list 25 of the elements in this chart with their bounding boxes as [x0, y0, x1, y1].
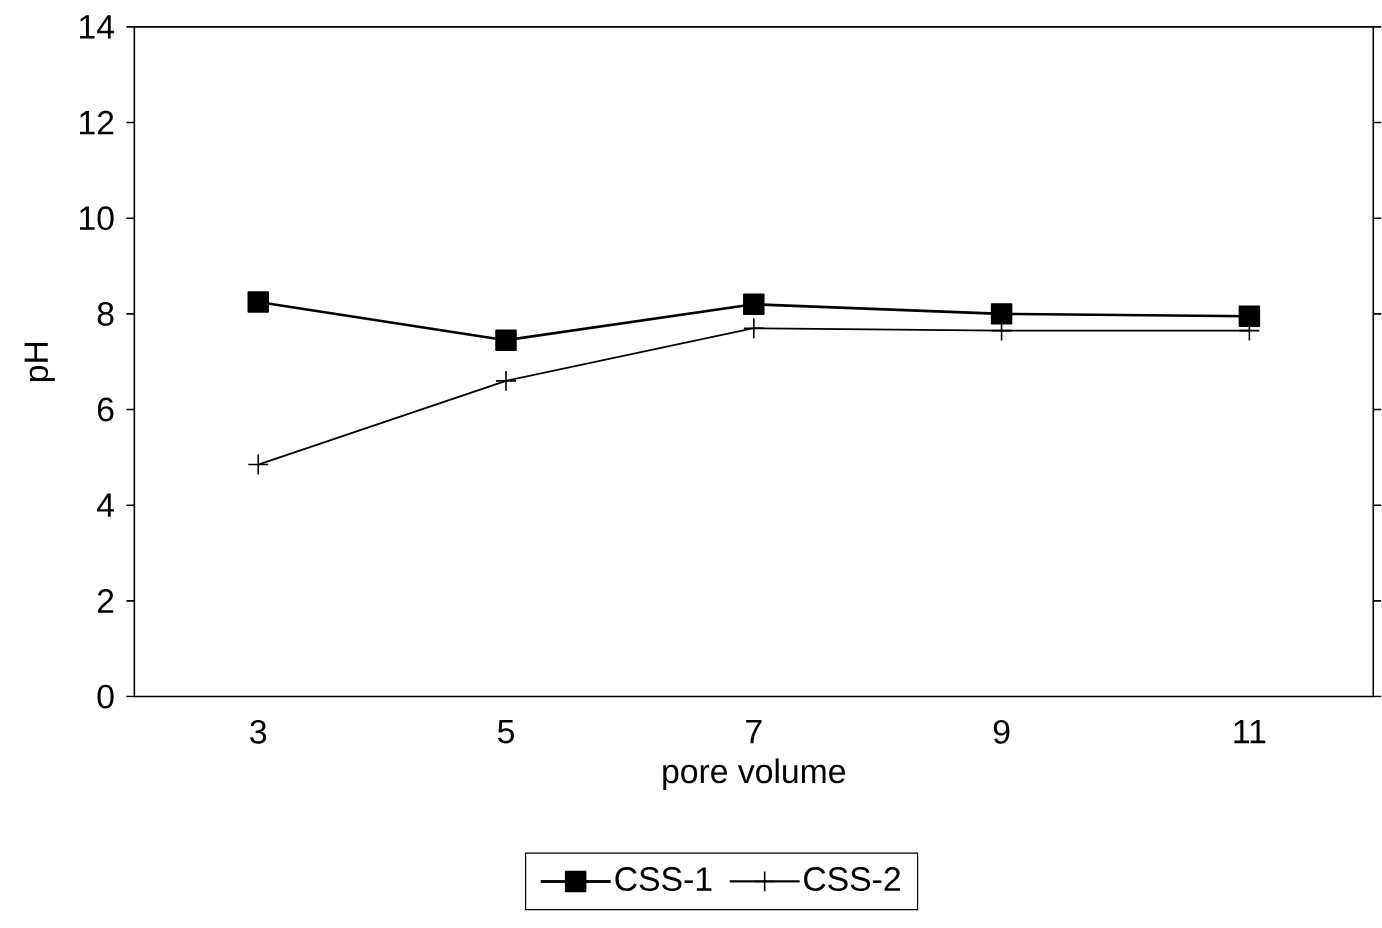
- y-tick-label: 12: [80, 110, 114, 135]
- point: [1238, 305, 1261, 327]
- y-tick-label: 10: [80, 206, 114, 230]
- y-tick-label: 14: [80, 15, 114, 39]
- point: [247, 453, 269, 476]
- x-tick-label: 11: [1234, 719, 1266, 743]
- y-tick-label: 0: [97, 684, 114, 709]
- y-tick-label: 8: [97, 301, 114, 326]
- legend-label: CSS-1: [615, 866, 712, 891]
- y-tick-label: 6: [97, 397, 114, 422]
- point: [495, 369, 517, 392]
- point: [990, 302, 1013, 325]
- x-tick-label: 5: [498, 719, 514, 744]
- point: [743, 317, 765, 339]
- point: [247, 290, 269, 313]
- point: [743, 293, 765, 315]
- point: [495, 329, 517, 351]
- x-axis-title: pore volume: [663, 758, 845, 790]
- legend-label: CSS-2: [804, 866, 900, 891]
- x-tick-label: 7: [746, 719, 762, 743]
- x-tick-label: 3: [250, 719, 267, 744]
- y-tick-label: 2: [97, 588, 114, 613]
- y-tick-label: 4: [96, 493, 114, 517]
- x-tick-label: 9: [993, 719, 1010, 744]
- y-axis-title: pH: [24, 342, 55, 381]
